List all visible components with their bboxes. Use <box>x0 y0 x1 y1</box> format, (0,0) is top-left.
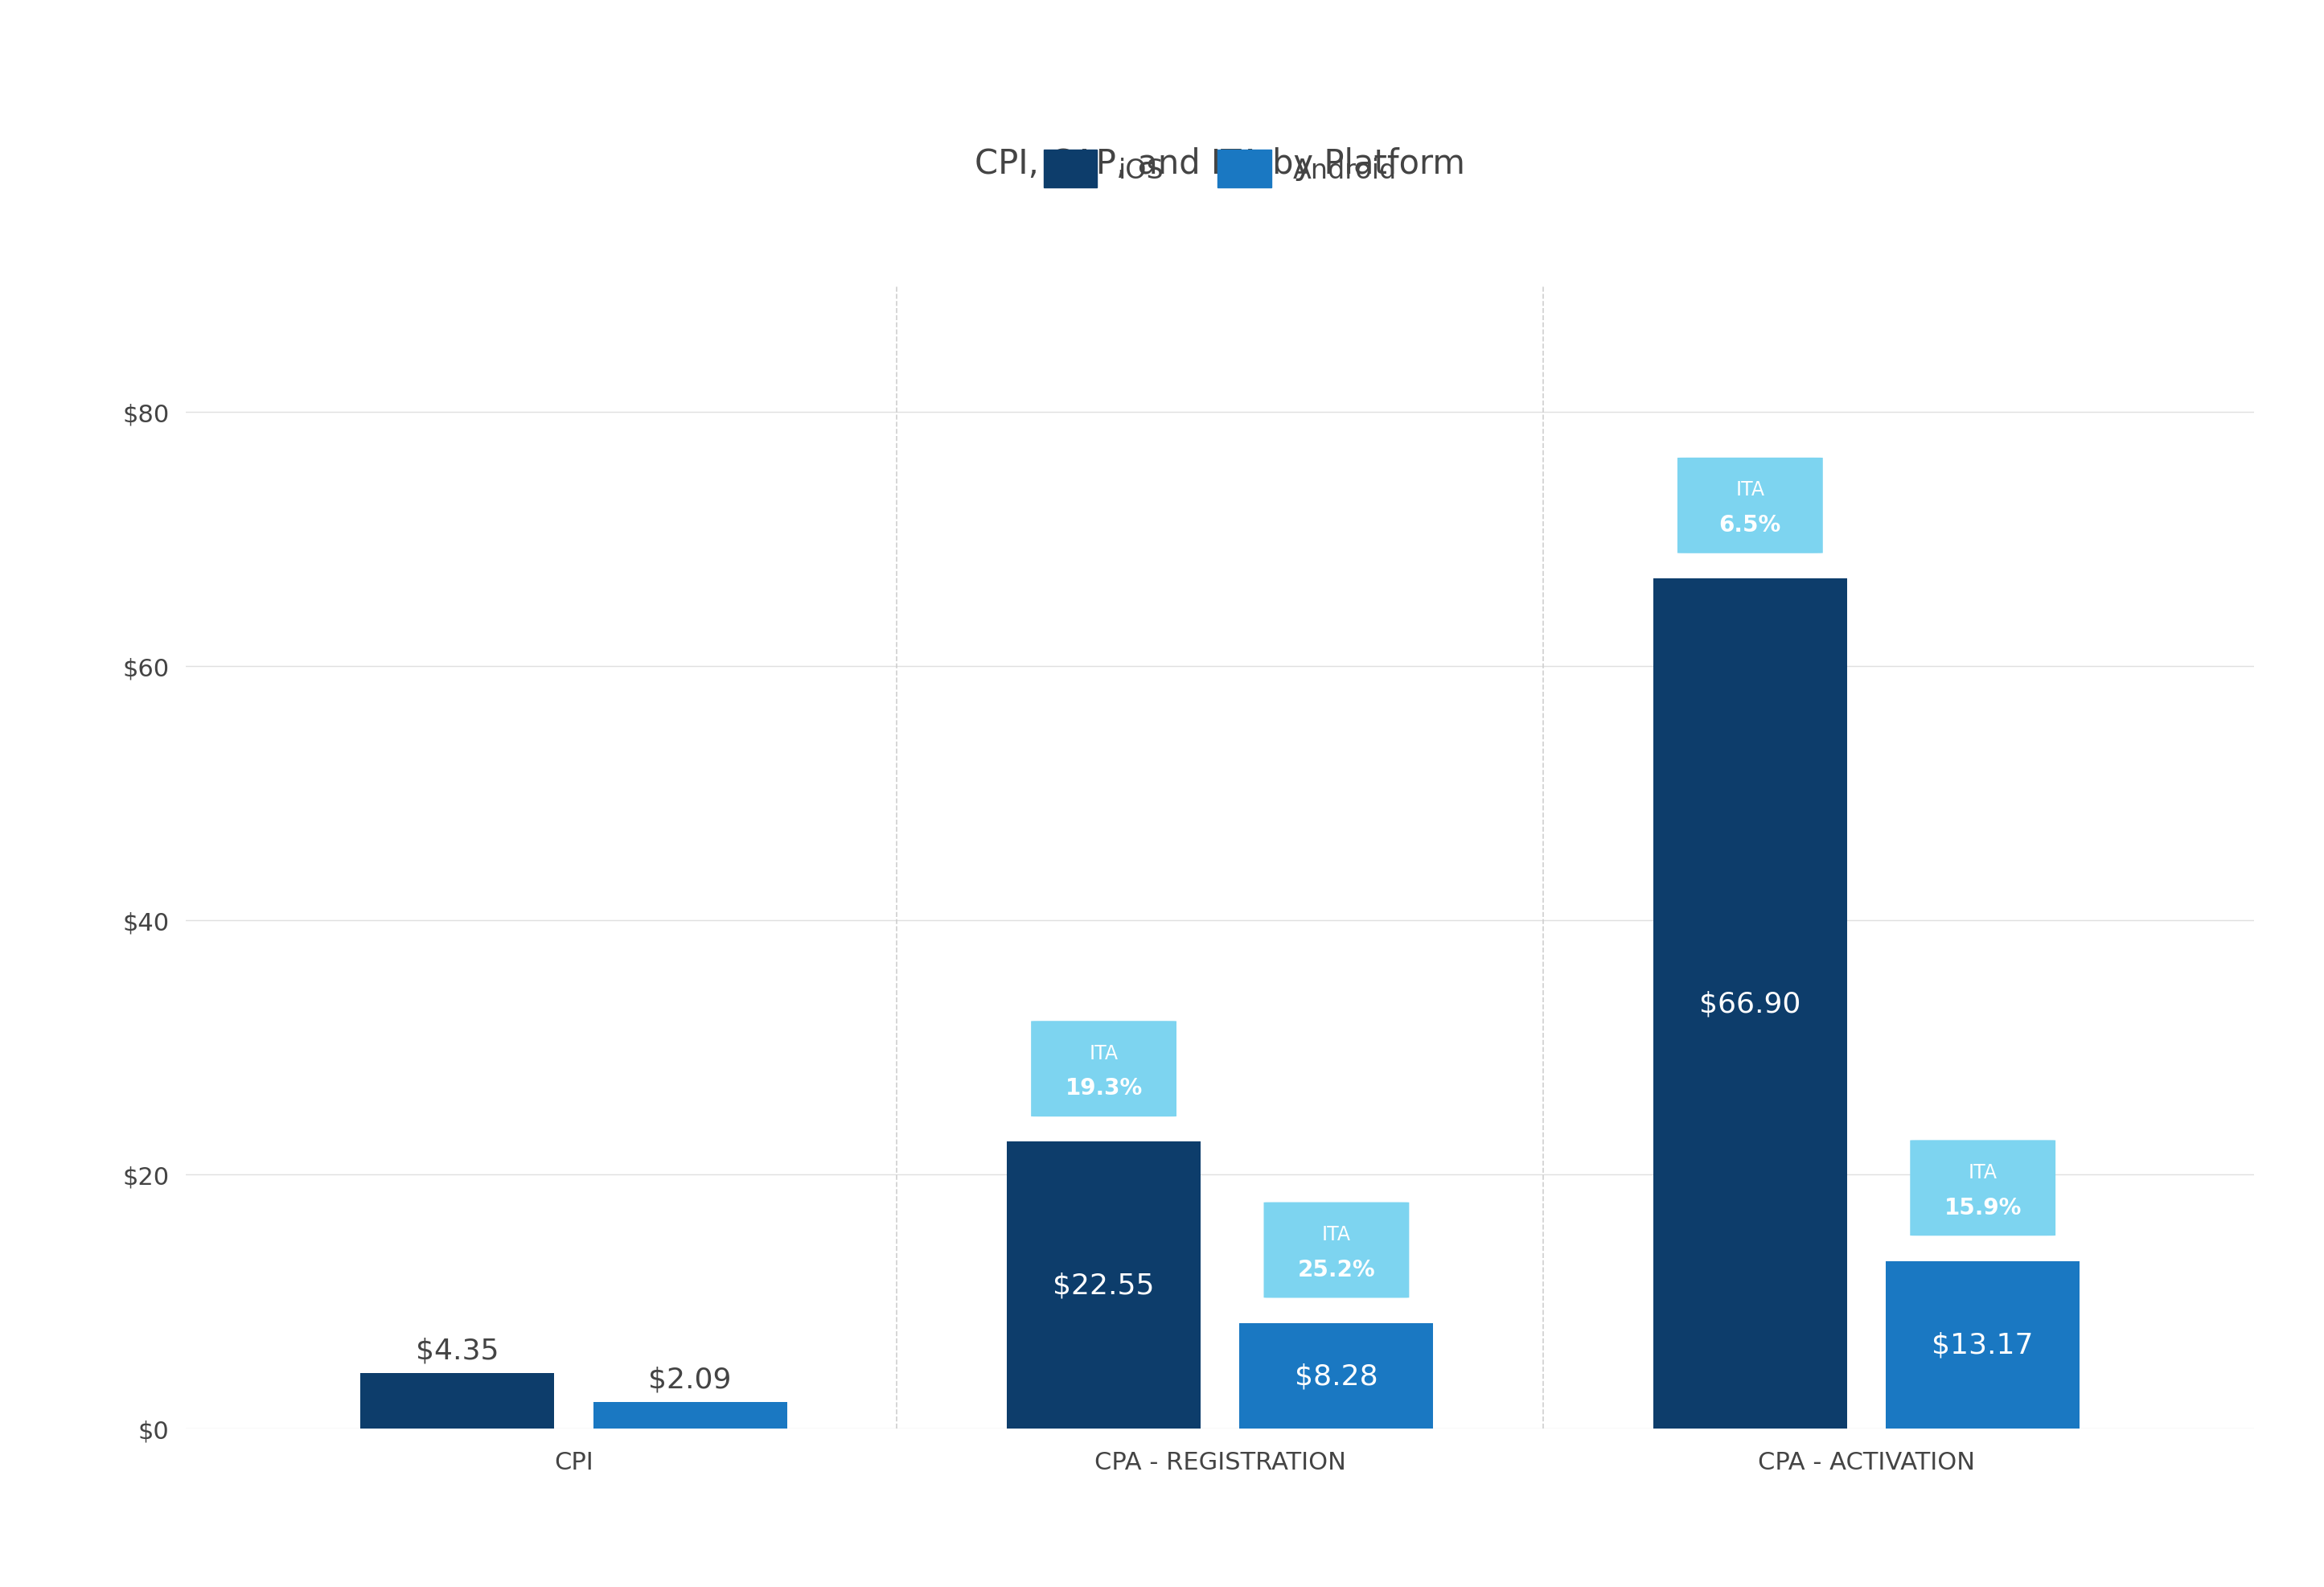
FancyBboxPatch shape <box>1910 1141 2054 1236</box>
Legend: iOS, Android: iOS, Android <box>1043 151 1397 189</box>
Bar <box>360 1373 555 1428</box>
Text: $22.55: $22.55 <box>1053 1271 1155 1298</box>
Text: 19.3%: 19.3% <box>1064 1078 1143 1100</box>
Text: $66.90: $66.90 <box>1699 990 1801 1017</box>
FancyBboxPatch shape <box>1678 459 1822 554</box>
Text: ITA: ITA <box>1322 1224 1350 1244</box>
Text: 15.9%: 15.9% <box>1945 1197 2022 1219</box>
Text: ITA: ITA <box>1968 1162 1996 1182</box>
Text: ITA: ITA <box>1736 481 1764 500</box>
Text: 6.5%: 6.5% <box>1720 514 1780 536</box>
Text: $13.17: $13.17 <box>1931 1331 2034 1358</box>
Bar <box>1239 1324 1434 1428</box>
Text: ITA: ITA <box>1090 1043 1118 1062</box>
Text: $8.28: $8.28 <box>1294 1362 1378 1389</box>
FancyBboxPatch shape <box>1264 1203 1408 1298</box>
Bar <box>1652 579 1848 1428</box>
Text: $4.35: $4.35 <box>416 1336 500 1365</box>
FancyBboxPatch shape <box>1032 1020 1176 1117</box>
Bar <box>593 1401 788 1428</box>
Title: CPI, CAP, and ITA by Platform: CPI, CAP, and ITA by Platform <box>974 148 1466 181</box>
Bar <box>1885 1262 2080 1428</box>
Bar <box>1006 1143 1202 1428</box>
Text: $2.09: $2.09 <box>648 1365 732 1393</box>
Text: 25.2%: 25.2% <box>1297 1258 1376 1281</box>
